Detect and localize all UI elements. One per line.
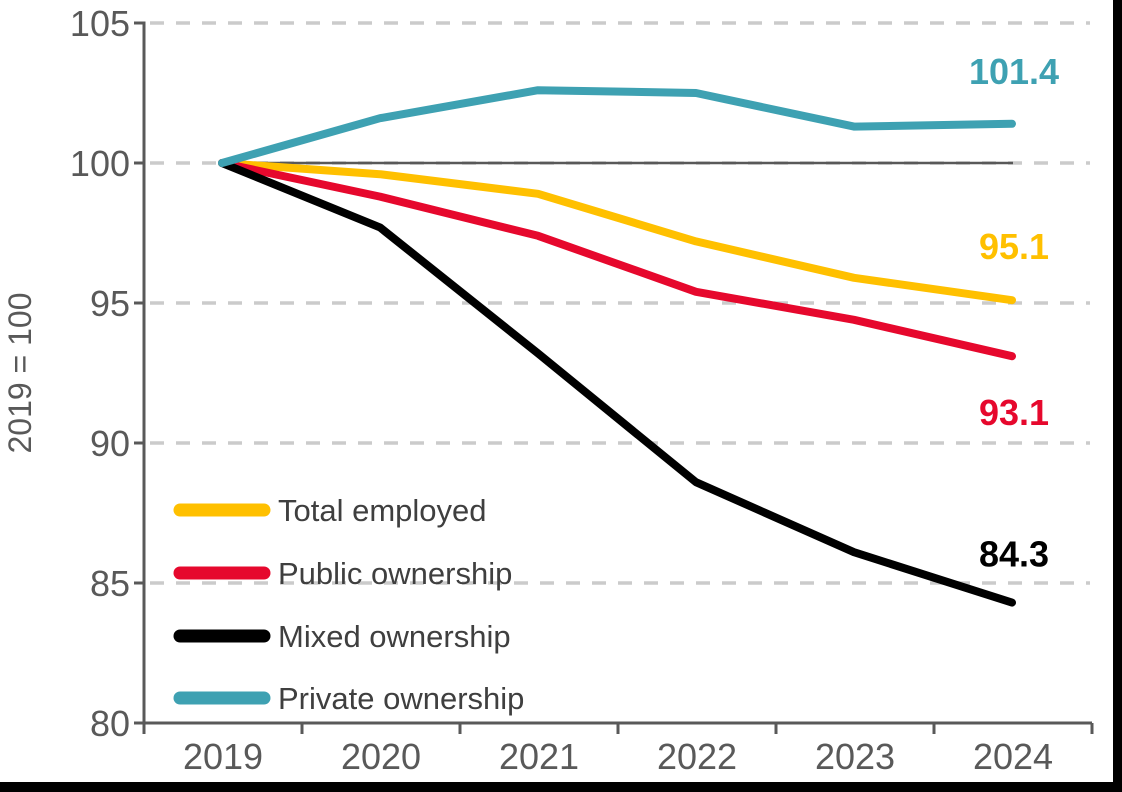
legend-label-public-ownership: Public ownership [278, 556, 512, 591]
data-label-private-ownership: 101.4 [969, 51, 1059, 92]
data-label-total-employed: 95.1 [979, 226, 1049, 267]
x-tick-label-2023: 2023 [815, 736, 895, 777]
legend-item-total-employed: Total employed [173, 493, 487, 528]
legend-item-mixed-ownership: Mixed ownership [173, 619, 511, 654]
x-tick-label-2022: 2022 [657, 736, 737, 777]
series-line-total-employed [218, 159, 1016, 305]
y-tick-label-90: 90 [90, 423, 130, 464]
x-tick-label-2024: 2024 [973, 736, 1053, 777]
data-labels: 95.1 93.1 84.3 101.4 [969, 51, 1059, 575]
y-tick-label-100: 100 [70, 143, 130, 184]
y-tick-label-95: 95 [90, 283, 130, 324]
legend: Total employed Public ownership Mixed owne… [173, 493, 524, 716]
x-tick-label-2019: 2019 [183, 736, 263, 777]
legend-item-private-ownership: Private ownership [173, 681, 524, 716]
series-line-public-ownership [218, 159, 1016, 361]
legend-label-mixed-ownership: Mixed ownership [278, 619, 511, 654]
x-tick-label-2020: 2020 [341, 736, 421, 777]
legend-label-total-employed: Total employed [278, 493, 487, 528]
data-label-mixed-ownership: 84.3 [979, 534, 1049, 575]
y-tick-label-85: 85 [90, 563, 130, 604]
screen-border-right [1113, 0, 1122, 792]
gridlines [150, 21, 1090, 585]
y-axis-title: 2019 = 100 [2, 292, 38, 453]
axes: 80 85 90 95 100 105 2019 2020 2021 2022 2023 2024 [70, 3, 1094, 777]
y-tick-label-80: 80 [90, 703, 130, 744]
legend-item-public-ownership: Public ownership [173, 556, 512, 591]
screen-border-bottom [0, 782, 1122, 792]
legend-label-private-ownership: Private ownership [278, 681, 524, 716]
series-line-mixed-ownership [218, 159, 1016, 607]
data-label-public-ownership: 93.1 [979, 392, 1049, 433]
y-tick-label-105: 105 [70, 3, 130, 44]
series-lines [218, 86, 1016, 607]
series-line-private-ownership [218, 86, 1016, 167]
x-tick-label-2021: 2021 [499, 736, 579, 777]
